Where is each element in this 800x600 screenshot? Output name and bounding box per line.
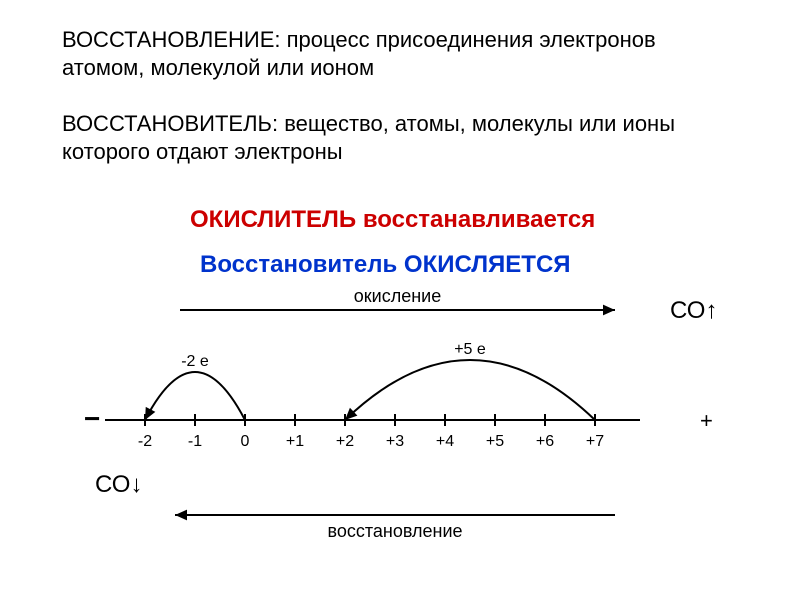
oxidation-state-down-label: СО↓ bbox=[95, 471, 142, 498]
electron-arc-1 bbox=[345, 360, 595, 420]
tick-label: +5 bbox=[486, 433, 504, 450]
definition-reducer-term: ВОССТАНОВИТЕЛЬ: bbox=[62, 111, 278, 136]
electron-arc-label-1: +5 e bbox=[454, 341, 486, 358]
reduction-arrow-label: восстановление bbox=[327, 521, 462, 541]
electron-arc-0 bbox=[145, 372, 245, 420]
axis-plus-label: + bbox=[700, 408, 713, 433]
slide: ВОССТАНОВЛЕНИЕ: процесс присоединения эл… bbox=[0, 0, 800, 600]
tick-label: -2 bbox=[138, 433, 152, 450]
definition-reducer: ВОССТАНОВИТЕЛЬ: вещество, атомы, молекул… bbox=[62, 110, 702, 165]
definition-restoration: ВОССТАНОВЛЕНИЕ: процесс присоединения эл… bbox=[62, 26, 702, 81]
tick-label: -1 bbox=[188, 433, 202, 450]
number-line-diagram: окисление СО↑ -2 e +5 e -2 -1 0 +1 +2 +3 +4 +5 +6 +7 −… bbox=[60, 280, 740, 565]
definition-restoration-term: ВОССТАНОВЛЕНИЕ: bbox=[62, 27, 281, 52]
electron-arc-label-0: -2 e bbox=[181, 353, 209, 370]
tick-label: +1 bbox=[286, 433, 304, 450]
tick-label: +3 bbox=[386, 433, 404, 450]
tick-label: +4 bbox=[436, 433, 454, 450]
oxidation-arrow-label: окисление bbox=[354, 286, 441, 306]
headline-oxidizer-text: ОКИСЛИТЕЛЬ восстанавливается bbox=[190, 206, 595, 233]
tick-label: 0 bbox=[241, 433, 250, 450]
axis-minus-label: − bbox=[84, 403, 100, 434]
headline-oxidizer: ОКИСЛИТЕЛЬ восстанавливается bbox=[190, 205, 595, 235]
tick-label: +7 bbox=[586, 433, 604, 450]
tick-label: +6 bbox=[536, 433, 554, 450]
headline-reducer-text: Восстановитель ОКИСЛЯЕТСЯ bbox=[200, 251, 571, 278]
tick-label: +2 bbox=[336, 433, 354, 450]
oxidation-state-up-label: СО↑ bbox=[670, 297, 717, 324]
headline-reducer: Восстановитель ОКИСЛЯЕТСЯ bbox=[200, 250, 571, 280]
number-line-svg: окисление СО↑ -2 e +5 e -2 -1 0 +1 +2 +3 +4 +5 +6 +7 −… bbox=[60, 280, 740, 560]
